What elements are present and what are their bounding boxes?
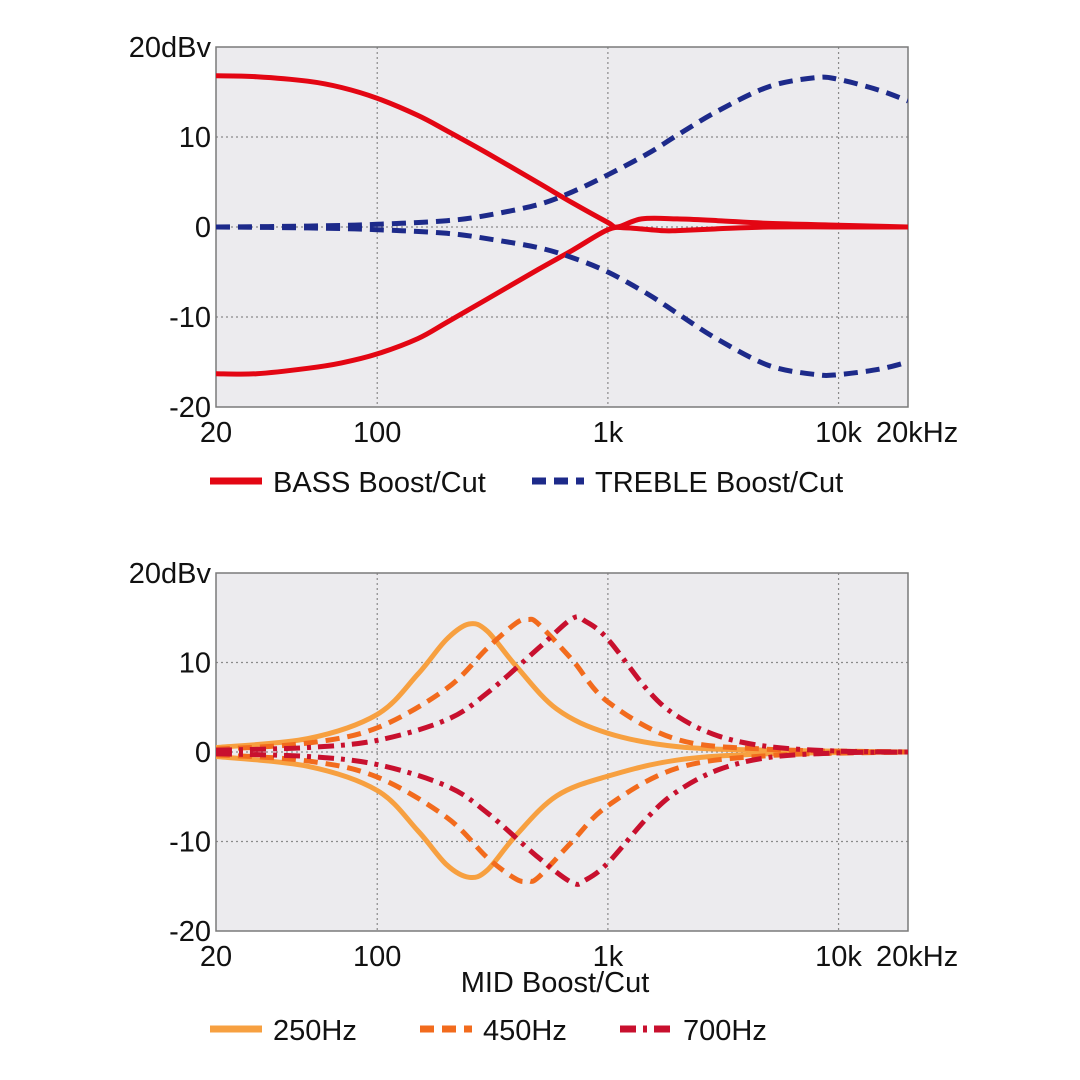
y-tick-label: -20 [169, 392, 211, 424]
x-axis-title: MID Boost/Cut [461, 967, 650, 999]
y-tick-label: -10 [169, 827, 211, 859]
series-line-2 [216, 749, 908, 881]
series-line-4 [216, 224, 908, 378]
x-tick-label: 10k [815, 417, 862, 449]
x-tick-label: 1k [593, 417, 624, 449]
series-line-2 [216, 224, 908, 377]
series-line-1 [216, 621, 908, 755]
legend-label: 450Hz [483, 1015, 567, 1047]
y-tick-label: 20dBv [129, 32, 212, 64]
x-tick-label: 1k [593, 941, 624, 973]
y-tick-label: -10 [169, 302, 211, 334]
series-line-1 [216, 73, 908, 230]
legend-label: TREBLE Boost/Cut [595, 467, 843, 499]
x-tick-label: 20 [200, 417, 232, 449]
legend-label: BASS Boost/Cut [273, 467, 486, 499]
series-line-5 [216, 614, 908, 755]
series-line-4 [216, 749, 908, 885]
y-tick-label: 20dBv [129, 558, 212, 590]
x-tick-label: 20kHz [876, 941, 958, 973]
x-tick-label: 20 [200, 941, 232, 973]
x-tick-label: 10k [815, 941, 862, 973]
x-tick-label: 100 [353, 417, 401, 449]
series-line-3 [216, 616, 908, 755]
y-tick-label: 0 [195, 737, 211, 769]
y-tick-label: -20 [169, 916, 211, 948]
legend-label: 250Hz [273, 1015, 357, 1047]
series-line-6 [216, 749, 908, 887]
y-tick-label: 10 [179, 122, 211, 154]
y-tick-label: 10 [179, 648, 211, 680]
series-line-3 [216, 74, 908, 230]
x-tick-label: 100 [353, 941, 401, 973]
legend-label: 700Hz [683, 1015, 767, 1047]
x-tick-label: 20kHz [876, 417, 958, 449]
y-tick-label: 0 [195, 212, 211, 244]
